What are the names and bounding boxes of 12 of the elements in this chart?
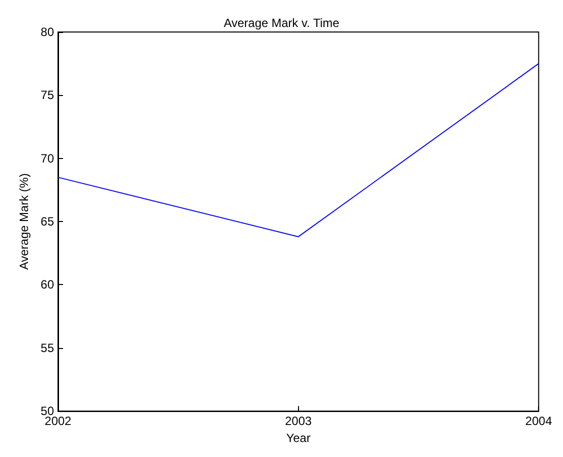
x-axis-title: Year (286, 431, 310, 445)
x-tick-label: 2003 (284, 414, 312, 428)
x-tick-label: 2004 (525, 414, 552, 428)
x-tick-label: 2002 (44, 414, 72, 428)
y-tick-label: 65 (40, 214, 54, 229)
y-tick-label: 75 (40, 88, 54, 102)
chart-title: Average Mark v. Time (224, 16, 340, 30)
y-tick-label: 60 (40, 278, 54, 292)
y-tick-label: 80 (40, 25, 54, 39)
y-tick-label: 70 (40, 151, 54, 166)
y-tick-label: 55 (40, 340, 54, 355)
y-axis-title: Average Mark (%) (16, 173, 31, 270)
